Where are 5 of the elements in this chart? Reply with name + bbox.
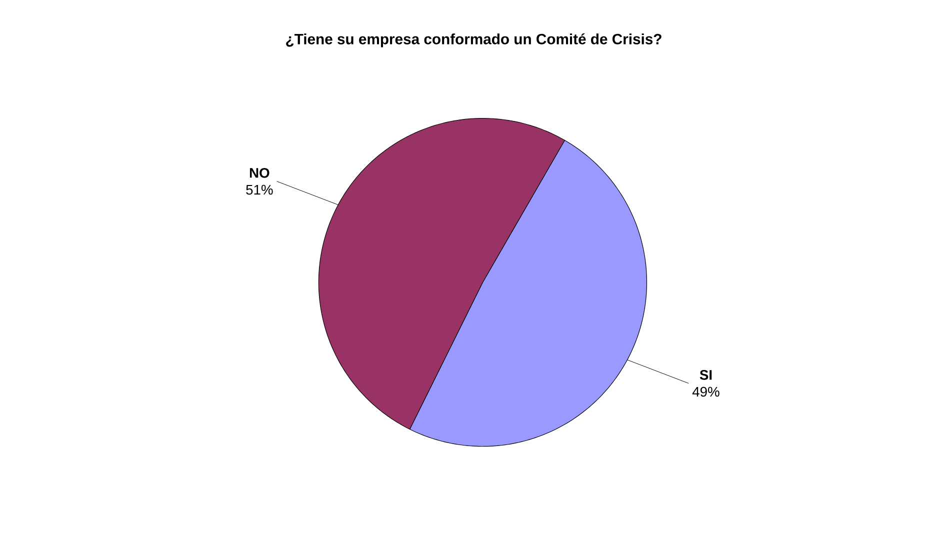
slice-label: NO — [250, 168, 270, 178]
chart-title: ¿Tiene su empresa conformado un Comité de Crisis? — [286, 33, 662, 48]
slice-label: SI — [700, 370, 712, 380]
data-label: 51% — [246, 184, 273, 195]
data-label: 49% — [692, 386, 720, 397]
